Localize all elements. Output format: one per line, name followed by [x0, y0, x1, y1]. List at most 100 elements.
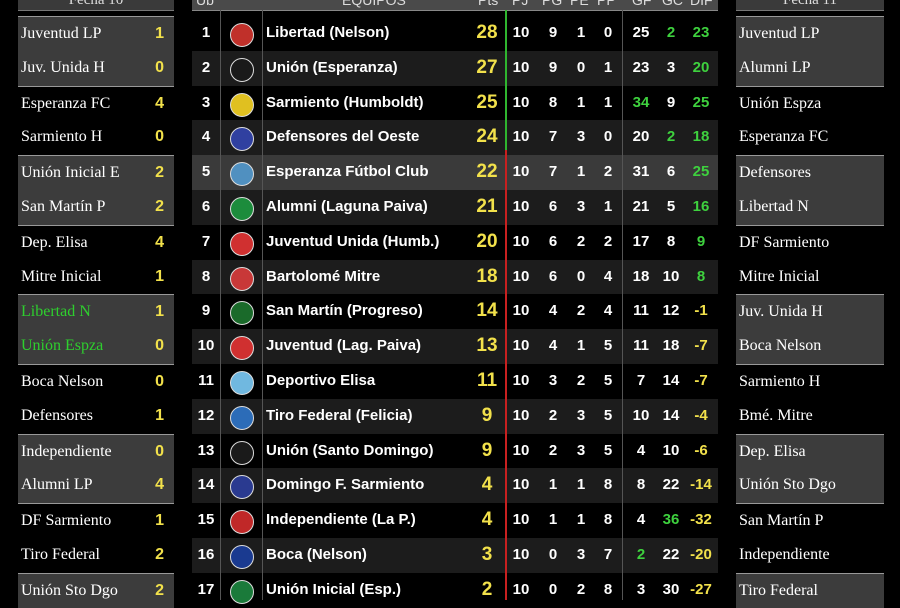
relegation-divider	[505, 150, 507, 600]
table-row: 17 Unión Inicial (Esp.) 2 10 0 2 8 3 30 -27	[192, 572, 718, 608]
right-fixture-row: Dep. Elisa	[736, 433, 884, 469]
row-team-name: Tiro Federal (Felicia)	[266, 406, 413, 424]
row-drawn: 1	[576, 511, 586, 529]
row-goals-for: 34	[632, 93, 650, 111]
row-played: 10	[512, 93, 530, 111]
header-pp: PP	[597, 0, 616, 8]
left-result-row: Independiente 0	[18, 433, 174, 469]
promotion-divider	[505, 10, 507, 150]
right-fixture-row: DF Sarmiento	[736, 224, 884, 260]
row-goal-difference: -7	[694, 337, 708, 355]
left-result-row: Libertad N 1	[18, 294, 174, 330]
right-fixture-row: Sarmiento H	[736, 364, 884, 399]
row-position: 8	[201, 267, 211, 285]
result-goals: 1	[155, 267, 164, 285]
row-points: 21	[476, 196, 498, 217]
row-goal-difference: -7	[694, 372, 708, 389]
row-goals-for: 31	[632, 163, 650, 181]
team-crest-icon	[230, 371, 254, 395]
result-goals: 2	[155, 581, 164, 599]
row-played: 10	[512, 128, 530, 146]
row-goals-for: 18	[632, 267, 650, 285]
result-team: Juv. Unida H	[21, 58, 105, 76]
left-result-row: Boca Nelson 0	[18, 364, 174, 399]
result-team: Esperanza FC	[21, 94, 111, 112]
result-goals: 1	[155, 25, 164, 42]
team-crest-icon	[230, 266, 254, 291]
left-result-row: Dep. Elisa 4	[18, 224, 174, 260]
row-won: 0	[548, 580, 558, 598]
row-drawn: 2	[576, 580, 586, 598]
row-position: 9	[201, 302, 211, 320]
row-goal-difference: -1	[694, 302, 708, 320]
row-played: 10	[512, 267, 530, 285]
team-crest-icon	[230, 127, 254, 152]
row-goals-for: 8	[636, 476, 646, 494]
row-position: 16	[197, 546, 215, 563]
row-goals-against: 2	[666, 128, 676, 146]
row-points: 18	[476, 265, 498, 287]
row-goals-against: 30	[662, 580, 680, 598]
row-points: 13	[476, 335, 498, 357]
row-position: 1	[201, 24, 211, 41]
row-goal-difference: -14	[690, 476, 712, 494]
right-fixture-row: Juventud LP	[736, 16, 884, 51]
row-goals-against: 22	[662, 476, 680, 494]
right-fixture-row: Juv. Unida H	[736, 294, 884, 330]
result-goals: 1	[155, 303, 164, 321]
left-result-row: Unión Sto Dgo 2	[18, 572, 174, 608]
row-team-name: Defensores del Oeste	[266, 128, 420, 146]
row-played: 10	[512, 372, 530, 389]
row-goals-against: 5	[666, 198, 676, 215]
row-points: 28	[476, 22, 498, 43]
row-goal-difference: -20	[690, 546, 712, 563]
result-goals: 0	[155, 128, 164, 146]
row-points: 22	[476, 161, 498, 183]
row-lost: 8	[603, 580, 613, 598]
result-goals: 2	[155, 164, 164, 182]
fixture-team: Dep. Elisa	[739, 442, 806, 460]
right-fixture-row: Independiente	[736, 538, 884, 573]
row-lost: 5	[603, 441, 613, 459]
result-goals: 0	[155, 337, 164, 355]
row-position: 7	[201, 232, 211, 250]
row-position: 4	[201, 128, 211, 146]
row-drawn: 0	[576, 267, 586, 285]
right-fixture-row: San Martín P	[736, 503, 884, 538]
row-won: 6	[548, 267, 558, 285]
row-lost: 8	[603, 511, 613, 529]
result-team: Independiente	[21, 442, 112, 460]
fixture-team: Bmé. Mitre	[739, 406, 813, 424]
column-divider	[220, 10, 221, 600]
table-row: 5 Esperanza Fútbol Club 22 10 7 1 2 31 6 25	[192, 155, 718, 190]
row-won: 8	[548, 93, 558, 111]
team-crest-icon	[230, 545, 254, 569]
row-goals-for: 23	[632, 58, 650, 76]
row-points: 25	[476, 91, 498, 113]
row-won: 4	[548, 302, 558, 320]
row-won: 0	[548, 546, 558, 563]
right-fixture-row: Bmé. Mitre	[736, 398, 884, 434]
row-drawn: 3	[576, 546, 586, 563]
row-won: 4	[548, 337, 558, 355]
row-points: 14	[476, 300, 498, 322]
header-pts: Pts	[478, 0, 499, 8]
row-goals-for: 20	[632, 128, 650, 146]
row-played: 10	[512, 198, 530, 215]
row-goals-for: 4	[636, 511, 646, 529]
result-team: Alumni LP	[21, 476, 93, 494]
fixture-team: Boca Nelson	[739, 337, 822, 355]
fixture-team: Sarmiento H	[739, 373, 821, 390]
right-fixture-row: Unión Sto Dgo	[736, 468, 884, 504]
result-goals: 0	[155, 373, 164, 390]
row-goals-against: 8	[666, 232, 676, 250]
row-goal-difference: 8	[696, 267, 706, 285]
result-team: Unión Inicial E	[21, 164, 120, 182]
row-points: 4	[481, 509, 493, 531]
row-team-name: Alumni (Laguna Paiva)	[266, 198, 428, 215]
fixture-team: Independiente	[739, 546, 830, 563]
left-result-row: Defensores 1	[18, 398, 174, 434]
row-drawn: 0	[576, 58, 586, 76]
row-goals-for: 7	[636, 372, 646, 389]
row-goals-against: 22	[662, 546, 680, 563]
